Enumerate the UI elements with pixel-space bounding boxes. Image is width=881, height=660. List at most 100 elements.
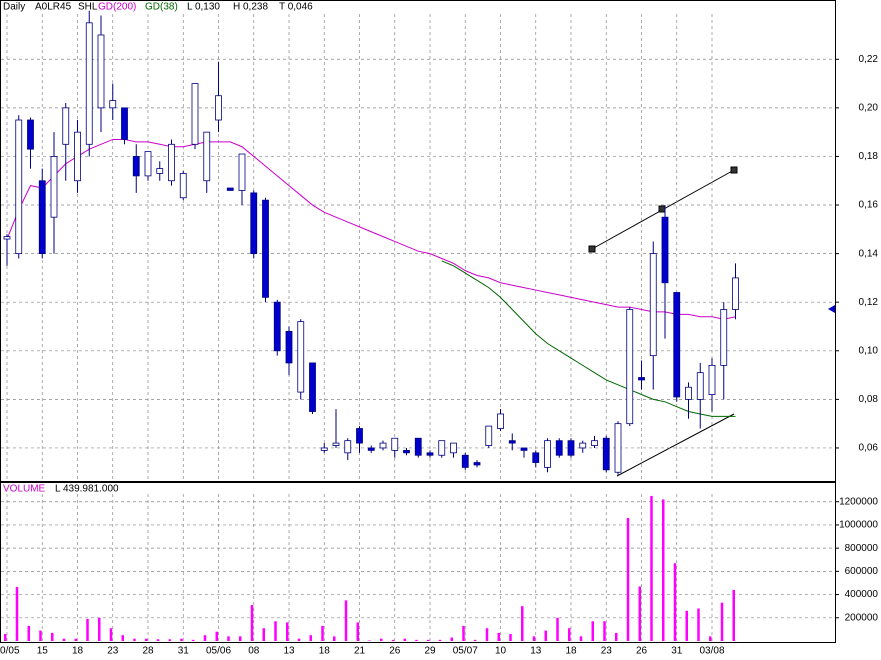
volume-bar <box>4 634 7 641</box>
volume-bar <box>180 638 183 641</box>
y-tick-label: 1200000 <box>839 496 878 507</box>
volume-bar <box>650 495 653 641</box>
x-tick-label: 29 <box>424 646 436 657</box>
volume-panel <box>0 482 836 643</box>
candle-body <box>708 364 716 395</box>
y-tick-label: 400000 <box>845 589 879 600</box>
stat-label: L 439.981.000 <box>55 484 119 495</box>
volume-bar <box>344 600 348 641</box>
candle-body <box>179 173 187 199</box>
volume-bar <box>51 632 54 641</box>
volume-bar <box>673 563 677 641</box>
y-tick-label: 200000 <box>845 612 879 623</box>
y-tick-label: 1000000 <box>839 520 878 531</box>
candle-body <box>532 452 540 463</box>
candle-body <box>121 107 128 140</box>
y-tick-label: 0,16 <box>859 200 879 211</box>
x-tick-label: 26 <box>389 646 401 657</box>
candle-body <box>649 253 657 357</box>
volume-title: VOLUME <box>3 484 46 495</box>
x-tick-label: 28 <box>142 646 154 657</box>
volume-bar <box>462 625 465 641</box>
candle-body <box>156 168 164 174</box>
x-tick-label: 13 <box>530 646 542 657</box>
stat-label: L 0,130 <box>187 2 220 13</box>
candle-body <box>74 131 81 182</box>
candle-body <box>50 156 58 218</box>
volume-bar <box>368 640 371 641</box>
candle-body <box>626 309 634 425</box>
volume-bar <box>720 602 724 641</box>
candle-body <box>485 425 493 446</box>
candle-body <box>450 442 457 454</box>
volume-bar <box>121 635 124 641</box>
volume-bar <box>27 625 30 641</box>
candle-body <box>97 34 105 109</box>
candle-body <box>367 447 375 451</box>
candle-body <box>685 386 692 400</box>
period-label: Daily <box>3 2 25 13</box>
candle-body <box>144 151 152 177</box>
candle-body <box>262 199 269 298</box>
candle-body <box>38 180 46 255</box>
y-tick-label: 0,10 <box>859 345 879 356</box>
candle-body <box>215 95 222 121</box>
volume-bar <box>203 635 207 641</box>
volume-bar <box>98 617 101 641</box>
volume-bar <box>427 639 430 641</box>
x-tick-label: 08 <box>248 646 260 657</box>
candle-body <box>544 440 551 468</box>
volume-bar <box>709 636 712 641</box>
volume-bar <box>309 635 312 641</box>
volume-bar <box>450 637 453 641</box>
candle-body <box>497 413 504 429</box>
last-price-marker <box>828 305 835 313</box>
candle-body <box>602 437 610 471</box>
volume-bar <box>250 605 254 641</box>
candle-body <box>27 119 34 150</box>
candle-body <box>15 119 23 255</box>
candle-body <box>356 428 363 444</box>
candle-body <box>638 377 645 381</box>
volume-bar <box>591 621 594 641</box>
trendline-lower <box>616 413 735 477</box>
candle-body <box>673 292 681 398</box>
volume-bar <box>109 628 113 641</box>
volume-bar <box>638 586 641 641</box>
candle-body <box>238 153 246 191</box>
x-tick-label: 05/06 <box>206 646 231 657</box>
volume-bar <box>74 638 77 641</box>
volume-bar <box>380 638 383 641</box>
candle-body <box>732 277 739 310</box>
volume-bar <box>568 628 571 641</box>
candle-body <box>379 442 387 449</box>
volume-bar <box>497 632 500 641</box>
candle-body <box>508 440 516 444</box>
volume-bar <box>286 622 289 641</box>
y-tick-label: 800000 <box>845 543 879 554</box>
candle-body <box>273 301 281 352</box>
x-tick-label: 23 <box>107 646 119 657</box>
x-tick-label: 23 <box>601 646 613 657</box>
candle-body <box>567 440 575 456</box>
volume-bar <box>62 638 66 641</box>
volume-bar <box>356 622 359 641</box>
volume-bar <box>274 621 277 641</box>
trendline-handle <box>730 166 738 174</box>
x-tick-label: 18 <box>319 646 331 657</box>
volume-bar <box>662 499 665 641</box>
volume-bar <box>438 639 442 641</box>
candle-body <box>438 440 446 456</box>
candle-body <box>403 449 410 454</box>
volume-bar <box>297 638 301 641</box>
volume-bar <box>145 638 148 641</box>
y-tick-label: 0,18 <box>859 151 879 162</box>
candle-body <box>591 440 598 446</box>
stat-label: H 0,238 <box>233 2 268 13</box>
candle-body <box>473 462 481 466</box>
candle-body <box>696 372 704 400</box>
volume-bar <box>86 618 89 641</box>
x-tick-label: 18 <box>565 646 577 657</box>
y-tick-label: 0,12 <box>859 297 879 308</box>
candle-body <box>520 447 528 451</box>
